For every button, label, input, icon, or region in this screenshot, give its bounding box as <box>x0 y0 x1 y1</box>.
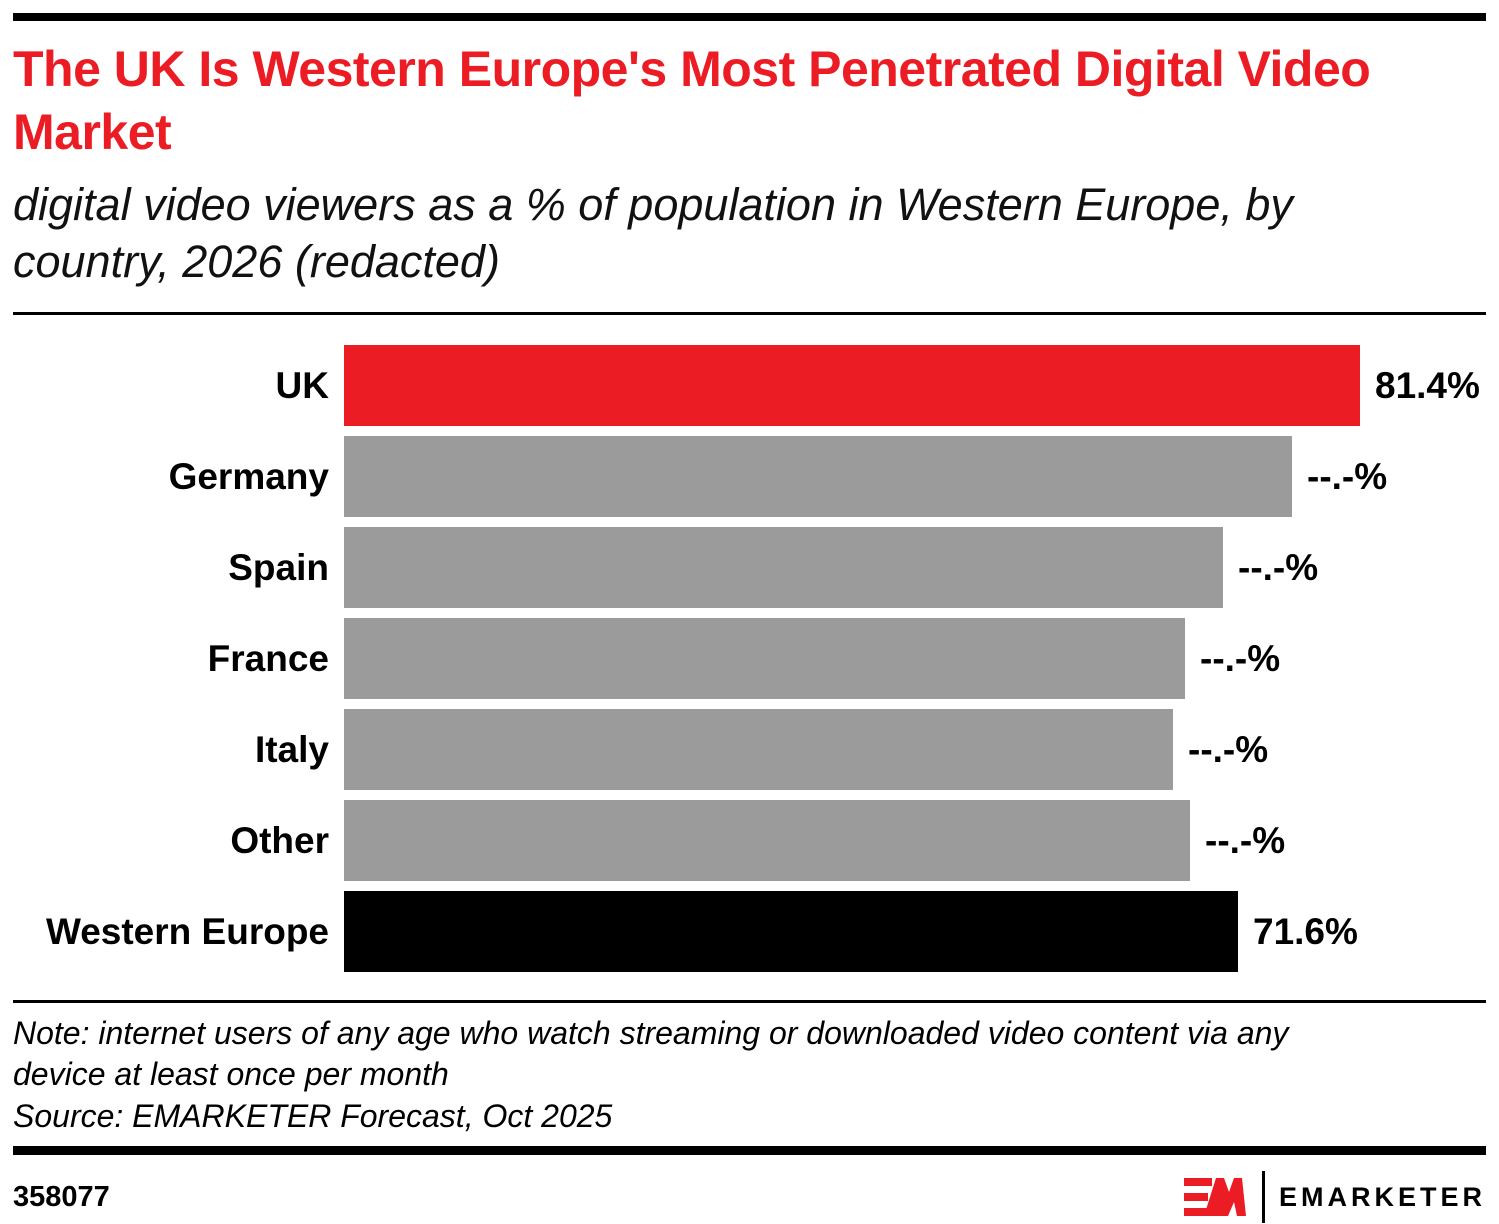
bar-track: --.-% <box>344 709 1486 791</box>
category-label: Other <box>230 819 329 861</box>
chart-row-france: France --.-% <box>13 618 1486 700</box>
bar-western-europe <box>344 891 1238 973</box>
value-label: --.-% <box>1205 819 1286 861</box>
value-label: --.-% <box>1200 637 1281 679</box>
value-label: --.-% <box>1238 546 1319 588</box>
brand-name: EMARKETER <box>1278 1181 1486 1212</box>
footnote-block: Note: internet users of any age who watc… <box>13 1013 1486 1136</box>
value-label: 81.4% <box>1375 364 1480 406</box>
chart-row-germany: Germany --.-% <box>13 436 1486 518</box>
chart-row-other: Other --.-% <box>13 800 1486 882</box>
note-text: Note: internet users of any age who watc… <box>13 1015 1289 1092</box>
chart-row-uk: UK 81.4% <box>13 345 1486 427</box>
value-label: --.-% <box>1307 455 1388 497</box>
footnote-divider <box>13 1000 1486 1004</box>
chart-row-italy: Italy --.-% <box>13 709 1486 791</box>
bar-track: 71.6% <box>344 891 1486 973</box>
bar-track: --.-% <box>344 527 1486 609</box>
bar-germany <box>344 436 1292 518</box>
bar-track: --.-% <box>344 618 1486 700</box>
bar-track: --.-% <box>344 436 1486 518</box>
bar-uk <box>344 345 1360 427</box>
chart-row-spain: Spain --.-% <box>13 527 1486 609</box>
bar-track: 81.4% <box>344 345 1486 427</box>
chart-subtitle: digital video viewers as a % of populati… <box>13 179 1293 288</box>
value-label: 71.6% <box>1253 910 1358 952</box>
footer-divider <box>13 1146 1486 1156</box>
footer: 358077 EMARKETER <box>13 1171 1486 1224</box>
bar-france <box>344 618 1185 700</box>
category-label: Italy <box>254 728 329 770</box>
value-label: --.-% <box>1188 728 1269 770</box>
category-label: France <box>207 637 329 679</box>
bar-italy <box>344 709 1173 791</box>
logo-divider <box>1261 1171 1265 1224</box>
bar-spain <box>344 527 1223 609</box>
chart-id: 358077 <box>13 1180 110 1213</box>
bar-chart: UK 81.4% Germany --.-% Spain --.-% France --.-%… <box>13 345 1486 973</box>
chart-title: The UK Is Western Europe's Most Penetrat… <box>13 41 1371 160</box>
category-label: Spain <box>228 546 329 588</box>
top-rule <box>13 13 1486 21</box>
category-label: Western Europe <box>45 910 329 952</box>
source-text: Source: EMARKETER Forecast, Oct 2025 <box>13 1097 613 1134</box>
category-label: Germany <box>168 455 329 497</box>
header-divider <box>13 312 1486 316</box>
chart-row-western-europe: Western Europe 71.6% <box>13 891 1486 973</box>
emarketer-logo: EMARKETER <box>1183 1171 1486 1224</box>
bar-other <box>344 800 1190 882</box>
emarketer-em-icon <box>1183 1178 1246 1217</box>
category-label: UK <box>275 364 329 406</box>
bar-track: --.-% <box>344 800 1486 882</box>
